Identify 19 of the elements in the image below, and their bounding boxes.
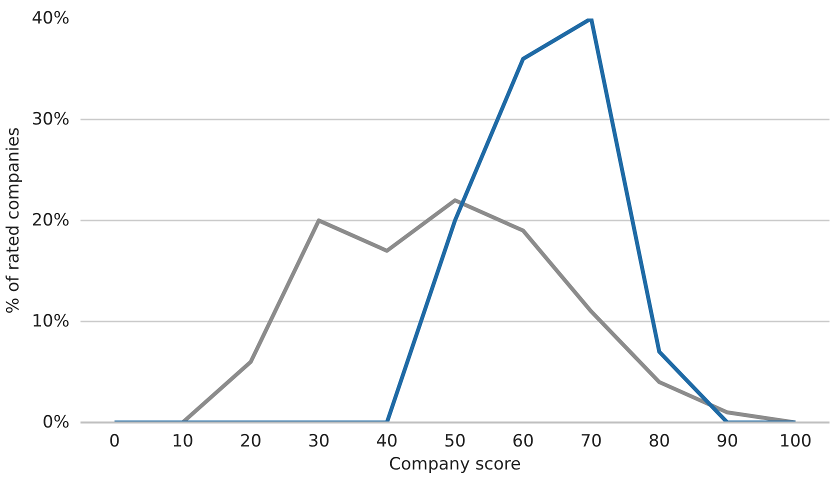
x-tick-label: 0: [109, 432, 120, 452]
x-tick-label: 60: [512, 432, 534, 452]
x-tick-label: 20: [240, 432, 262, 452]
x-tick-label: 90: [716, 432, 738, 452]
y-tick-label: 10%: [32, 312, 70, 332]
x-tick-label: 10: [172, 432, 194, 452]
y-tick-label: 20%: [32, 210, 70, 230]
line-series: [112, 18, 798, 422]
x-axis-title: Company score: [389, 454, 521, 474]
x-tick-label: 30: [308, 432, 330, 452]
y-tick-label: 0%: [42, 412, 70, 432]
y-axis-title: % of rated companies: [4, 127, 24, 314]
x-tick-label: 50: [444, 432, 466, 452]
x-tick-label: 100: [779, 432, 812, 452]
x-tick-label: 70: [580, 432, 602, 452]
y-tick-label: 30%: [32, 110, 70, 130]
x-tick-label: 80: [648, 432, 670, 452]
y-tick-label: 40%: [32, 8, 70, 28]
x-tick-label: 40: [376, 432, 398, 452]
